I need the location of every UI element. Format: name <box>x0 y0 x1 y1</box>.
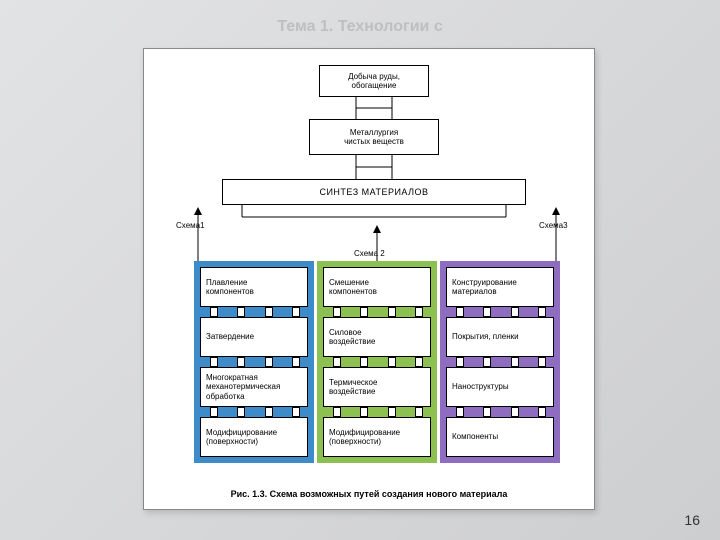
slide-header: Тема 1. Технологии с <box>0 18 720 36</box>
page-number: 16 <box>684 512 700 528</box>
label-scheme-3: Схема3 <box>539 221 568 230</box>
figure-caption: Рис. 1.3. Схема возможных путей создания… <box>144 489 594 499</box>
slide: Тема 1. Технологии с 16 Добыча руды,обог… <box>0 0 720 540</box>
cell-c1-r2: Затвердение <box>200 317 308 357</box>
cell-c3-r4: Компоненты <box>446 417 554 457</box>
cell-c2-r4: Модифицирование(поверхности) <box>323 417 431 457</box>
cell-c3-r1: Конструированиематериалов <box>446 267 554 307</box>
cell-c1-r3: Многократнаямеханотермическаяобработка <box>200 367 308 407</box>
cell-c2-r1: Смешениекомпонентов <box>323 267 431 307</box>
diagram-canvas: Добыча руды,обогащение Металлургиячистых … <box>144 49 594 509</box>
label-scheme-2: Схема 2 <box>354 249 385 258</box>
box-synthesis: СИНТЕЗ МАТЕРИАЛОВ <box>222 179 526 205</box>
label-scheme-1: Схема1 <box>176 221 205 230</box>
cell-c2-r3: Термическоевоздействие <box>323 367 431 407</box>
cell-c1-r1: Плавлениекомпонентов <box>200 267 308 307</box>
figure-frame: Добыча руды,обогащение Металлургиячистых … <box>143 48 595 510</box>
box-ore-mining: Добыча руды,обогащение <box>319 65 429 97</box>
cell-c1-r4: Модифицирование(поверхности) <box>200 417 308 457</box>
cell-c2-r2: Силовоевоздействие <box>323 317 431 357</box>
box-metallurgy: Металлургиячистых веществ <box>309 119 439 155</box>
cell-c3-r2: Покрытия, пленки <box>446 317 554 357</box>
cell-c3-r3: Наноструктуры <box>446 367 554 407</box>
